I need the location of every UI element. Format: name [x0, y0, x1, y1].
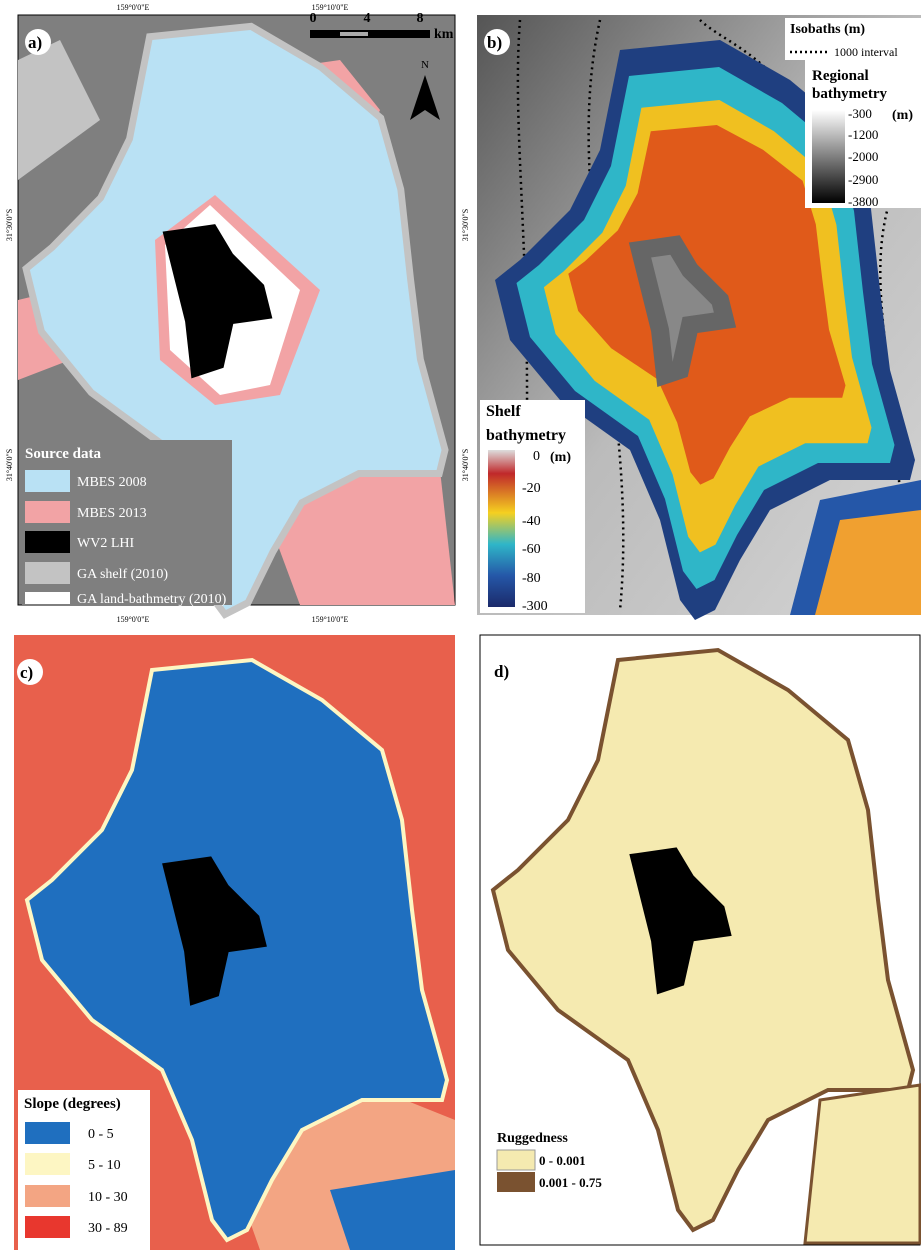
- ramp-label: -1200: [848, 127, 878, 142]
- coord-label: 159°0'0"E: [117, 615, 150, 624]
- ramp-label: -60: [522, 542, 541, 557]
- legend-swatch: [25, 531, 70, 553]
- legend-item: GA land-bathmetry (2010): [77, 592, 227, 607]
- legend-swatch: [25, 1153, 70, 1175]
- panel-label: c): [20, 663, 33, 682]
- panel-label: b): [487, 33, 502, 52]
- ramp-label: -3800: [848, 194, 878, 209]
- legend-title: Shelf: [486, 403, 521, 420]
- coord-label: 31°30'0"S: [461, 209, 470, 241]
- legend-swatch: [25, 592, 70, 604]
- legend-swatch: [25, 470, 70, 492]
- legend-swatch: [25, 562, 70, 584]
- panel-label: a): [28, 33, 42, 52]
- legend-item: 0 - 5: [88, 1127, 114, 1142]
- coord-label: 159°0'0"E: [117, 3, 150, 12]
- coord-label: 31°30'0"S: [5, 209, 14, 241]
- legend-title: bathymetry: [812, 86, 887, 102]
- north-label: N: [421, 59, 429, 71]
- panel-c: Slope (degrees) 0 - 5 5 - 10 10 - 30 30 …: [14, 635, 455, 1250]
- ramp-label: -300: [848, 106, 872, 121]
- legend-item: 5 - 10: [88, 1158, 121, 1173]
- coord-label: 31°40'0"S: [461, 449, 470, 481]
- ramp-label: -20: [522, 481, 541, 496]
- legend-title: Ruggedness: [497, 1131, 568, 1146]
- scale-bar: [310, 30, 430, 38]
- legend-swatch: [497, 1172, 535, 1192]
- legend-unit: (m): [550, 450, 571, 465]
- scale-unit: km: [434, 27, 454, 42]
- legend-swatch: [25, 1122, 70, 1144]
- panel-b: Isobaths (m) 1000 interval Regional bath…: [461, 15, 921, 620]
- legend-swatch: [25, 501, 70, 523]
- color-ramp: [488, 450, 515, 607]
- page: {"panel_a":{"label":"a)","top_coords":["…: [0, 0, 921, 1250]
- legend-item: 30 - 89: [88, 1221, 128, 1236]
- coord-label: 31°40'0"S: [5, 449, 14, 481]
- ramp-label: -2000: [848, 149, 878, 164]
- scale-label: 4: [364, 11, 371, 26]
- color-ramp: [812, 110, 845, 203]
- legend-item: MBES 2008: [77, 475, 147, 490]
- legend-swatch: [25, 1216, 70, 1238]
- panel-label: d): [494, 662, 509, 681]
- panel-d: Ruggedness 0 - 0.001 0.001 - 0.75 d): [480, 635, 920, 1245]
- legend-item: 1000 interval: [834, 45, 898, 59]
- legend-swatch: [25, 1185, 70, 1207]
- coord-label: 159°10'0"E: [312, 3, 349, 12]
- legend-item: 0 - 0.001: [539, 1153, 586, 1168]
- scale-label: 8: [417, 11, 424, 26]
- ramp-label: -80: [522, 571, 541, 586]
- ramp-label: -300: [522, 599, 548, 614]
- legend-unit: (m): [892, 108, 913, 123]
- body: 0 4 8 km N Source data MBES 2008 MBES 20…: [0, 0, 921, 1250]
- legend-title: Regional: [812, 68, 869, 84]
- ramp-label: -2900: [848, 172, 878, 187]
- figure: 0 4 8 km N Source data MBES 2008 MBES 20…: [0, 0, 921, 1250]
- legend-title: Slope (degrees): [24, 1096, 121, 1112]
- shelf-ruggedness: [805, 1085, 920, 1243]
- legend-title: bathymetry: [486, 427, 566, 444]
- scale-bar-segment: [340, 32, 368, 36]
- legend-title: Isobaths (m): [790, 22, 865, 37]
- ramp-label: -40: [522, 514, 541, 529]
- legend-title: Source data: [25, 446, 101, 462]
- legend-item: MBES 2013: [77, 506, 147, 521]
- legend-swatch: [497, 1150, 535, 1170]
- panel-a: 0 4 8 km N Source data MBES 2008 MBES 20…: [5, 3, 455, 624]
- legend-item: 0.001 - 0.75: [539, 1175, 602, 1190]
- legend-item: WV2 LHI: [77, 536, 134, 551]
- legend-item: GA shelf (2010): [77, 567, 168, 582]
- coord-label: 159°10'0"E: [312, 615, 349, 624]
- scale-label: 0: [310, 11, 317, 26]
- legend-item: 10 - 30: [88, 1190, 128, 1205]
- ramp-label: 0: [533, 449, 540, 464]
